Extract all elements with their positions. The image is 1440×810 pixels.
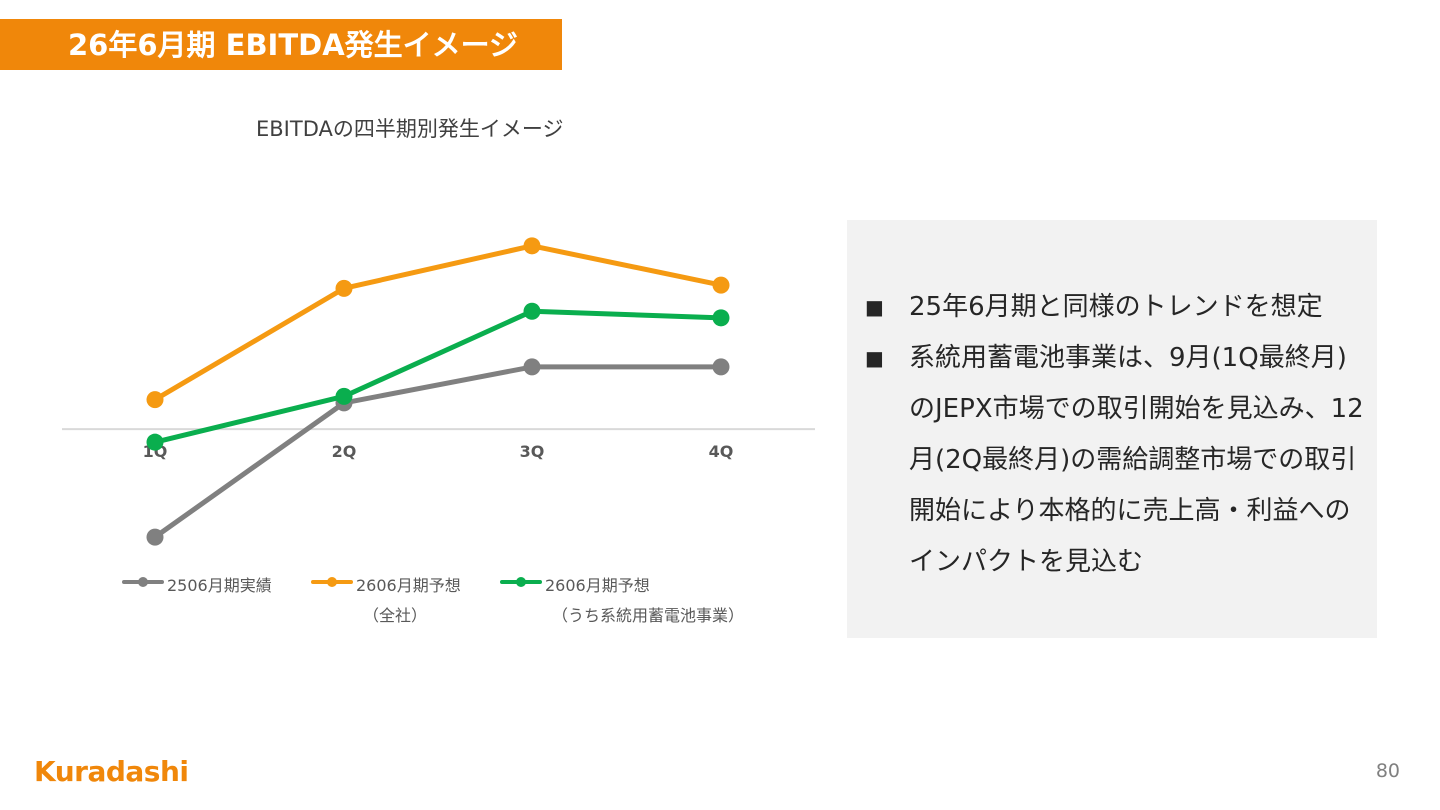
x-tick-label: 4Q (709, 442, 734, 461)
legend-sublabel-forecast-battery: （うち系統用蓄電池事業） (552, 606, 745, 625)
legend-label-forecast-total: 2606月期予想 (356, 576, 461, 595)
data-point-series-2 (712, 276, 730, 294)
data-point-series-3 (335, 387, 353, 405)
series-line-1 (152, 364, 724, 540)
legend-label-actual: 2506月期実績 (167, 576, 272, 595)
title-bar (0, 19, 562, 70)
summary-panel (847, 220, 1377, 638)
data-point-series-1 (523, 358, 541, 376)
data-point-series-3 (712, 309, 730, 327)
page-number: 80 (1375, 760, 1400, 782)
series-line-2 (152, 243, 724, 403)
bullet-square-icon: ■ (865, 346, 884, 370)
data-point-series-2 (146, 391, 164, 409)
bullet-item-2: ■ 系統用蓄電池事業は、9月(1Q最終月)のJEPX市場での取引開始を見込み、1… (865, 333, 1365, 593)
kuradashi-logo: Kuradashi (34, 755, 189, 788)
legend-label-forecast-battery: 2606月期予想 (545, 576, 650, 595)
data-point-series-1 (712, 358, 730, 376)
series-line-3 (152, 308, 724, 445)
legend-sublabel-forecast-total: （全社） (363, 606, 428, 625)
bullet-text-2: 系統用蓄電池事業は、9月(1Q最終月)のJEPX市場での取引開始を見込み、12月… (909, 343, 1364, 577)
data-point-series-2 (335, 279, 353, 297)
bullet-text-1: 25年6月期と同様のトレンドを想定 (909, 292, 1323, 322)
bullet-item-1: ■ 25年6月期と同様のトレンドを想定 (865, 282, 1365, 334)
legend-dot-forecast-battery (516, 577, 526, 587)
chart-title: EBITDAの四半期別発生イメージ (256, 117, 564, 141)
data-point-series-2 (523, 237, 541, 255)
data-point-series-3 (146, 433, 164, 451)
bullet-square-icon: ■ (865, 295, 884, 319)
x-tick-label: 2Q (332, 442, 357, 461)
x-tick-label: 3Q (520, 442, 545, 461)
legend-dot-actual (138, 577, 148, 587)
data-point-series-3 (523, 302, 541, 320)
data-point-series-1 (146, 528, 164, 546)
legend-dot-forecast-total (327, 577, 337, 587)
slide-title: 26年6月期 EBITDA発生イメージ (68, 28, 519, 62)
